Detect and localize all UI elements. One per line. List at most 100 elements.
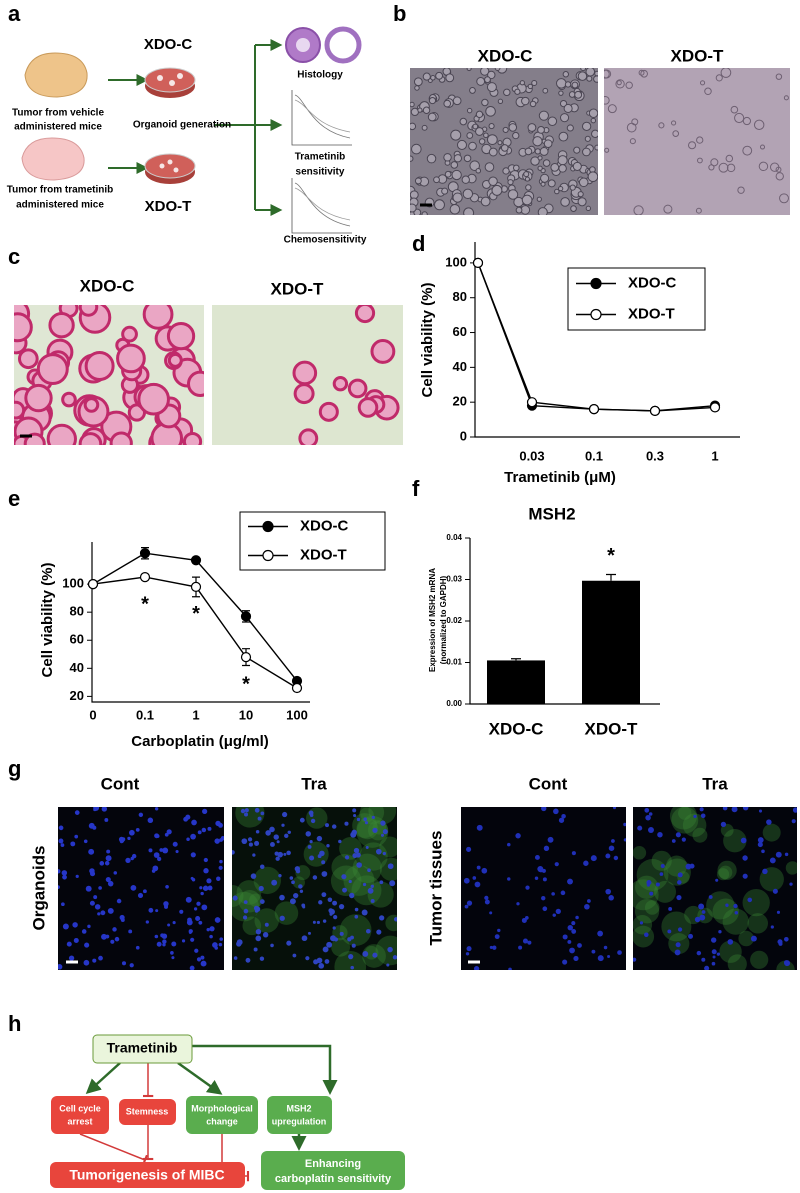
texture (615, 79, 625, 89)
texture (562, 71, 570, 78)
texture (720, 821, 727, 828)
texture (362, 951, 369, 957)
texture (692, 827, 708, 843)
texture (508, 123, 518, 132)
texture (58, 825, 64, 831)
texture (537, 126, 545, 134)
texture (372, 952, 378, 958)
texture (655, 882, 660, 887)
x-tick-label: XDO-C (489, 719, 544, 738)
y-tick-label: 0.03 (446, 575, 462, 584)
texture (172, 841, 178, 847)
texture (550, 162, 560, 172)
texture (310, 818, 316, 824)
texture (587, 171, 598, 182)
texture (543, 139, 553, 149)
texture (463, 154, 472, 163)
arrow (192, 1044, 338, 1095)
texture (119, 914, 125, 921)
texture (198, 920, 203, 925)
texture (392, 955, 397, 960)
texture (153, 852, 160, 858)
texture (484, 895, 489, 901)
texture (357, 397, 379, 418)
annotation: * (242, 673, 250, 695)
texture (116, 343, 146, 374)
texture (121, 325, 138, 343)
texture (332, 926, 336, 930)
texture (669, 807, 698, 830)
axis (91, 542, 310, 703)
texture (681, 837, 686, 842)
texture (365, 928, 371, 934)
texture (349, 892, 355, 899)
legend-marker (262, 549, 274, 562)
node-label: Morphological (191, 1103, 253, 1113)
point (526, 397, 538, 408)
bar (487, 660, 545, 704)
texture (325, 823, 329, 828)
texture (463, 207, 475, 215)
texture (58, 838, 64, 844)
texture (382, 829, 388, 835)
texture (170, 951, 174, 955)
texture (167, 923, 171, 927)
image-background (461, 807, 626, 970)
texture (356, 817, 361, 822)
texture (245, 957, 251, 963)
texture (461, 175, 470, 184)
texture (740, 837, 747, 844)
texture (433, 176, 440, 184)
annotation: * (192, 603, 200, 625)
texture (717, 860, 737, 880)
texture (61, 870, 68, 876)
texture (255, 929, 262, 935)
y-axis-label: Cell viability (%) (419, 282, 436, 397)
texture (171, 956, 175, 960)
texture (566, 124, 574, 132)
texture (269, 826, 275, 833)
texture (307, 844, 312, 849)
texture (750, 950, 769, 969)
texture (789, 882, 793, 886)
texture (538, 867, 544, 873)
micrograph (461, 807, 626, 970)
texture (218, 865, 223, 870)
texture (556, 78, 567, 89)
texture (486, 134, 498, 145)
texture (575, 915, 579, 920)
image-label: XDO-T (271, 279, 325, 298)
texture (644, 807, 650, 813)
texture (390, 880, 395, 885)
texture (58, 869, 61, 874)
texture (492, 945, 497, 950)
error-bar (511, 658, 521, 661)
texture (500, 144, 509, 152)
texture (762, 868, 768, 875)
texture (165, 884, 169, 889)
texture (60, 843, 65, 848)
texture (557, 155, 568, 166)
texture (362, 882, 367, 887)
texture (286, 850, 291, 856)
texture (696, 136, 704, 144)
texture (466, 132, 474, 139)
x-axis-label: Carboplatin (μg/ml) (131, 733, 269, 750)
texture (322, 919, 327, 923)
texture (644, 900, 660, 915)
texture (128, 929, 133, 934)
x-tick-label: 100 (286, 707, 308, 722)
texture (608, 895, 614, 901)
texture (350, 965, 355, 970)
texture (647, 827, 654, 834)
texture (422, 106, 431, 114)
texture (475, 127, 484, 136)
y-tick-label: 0 (460, 428, 467, 443)
texture (518, 945, 523, 950)
texture (232, 891, 259, 922)
texture (753, 119, 765, 131)
texture (200, 955, 205, 960)
texture (254, 908, 279, 933)
texture (594, 144, 598, 151)
texture (484, 76, 491, 84)
